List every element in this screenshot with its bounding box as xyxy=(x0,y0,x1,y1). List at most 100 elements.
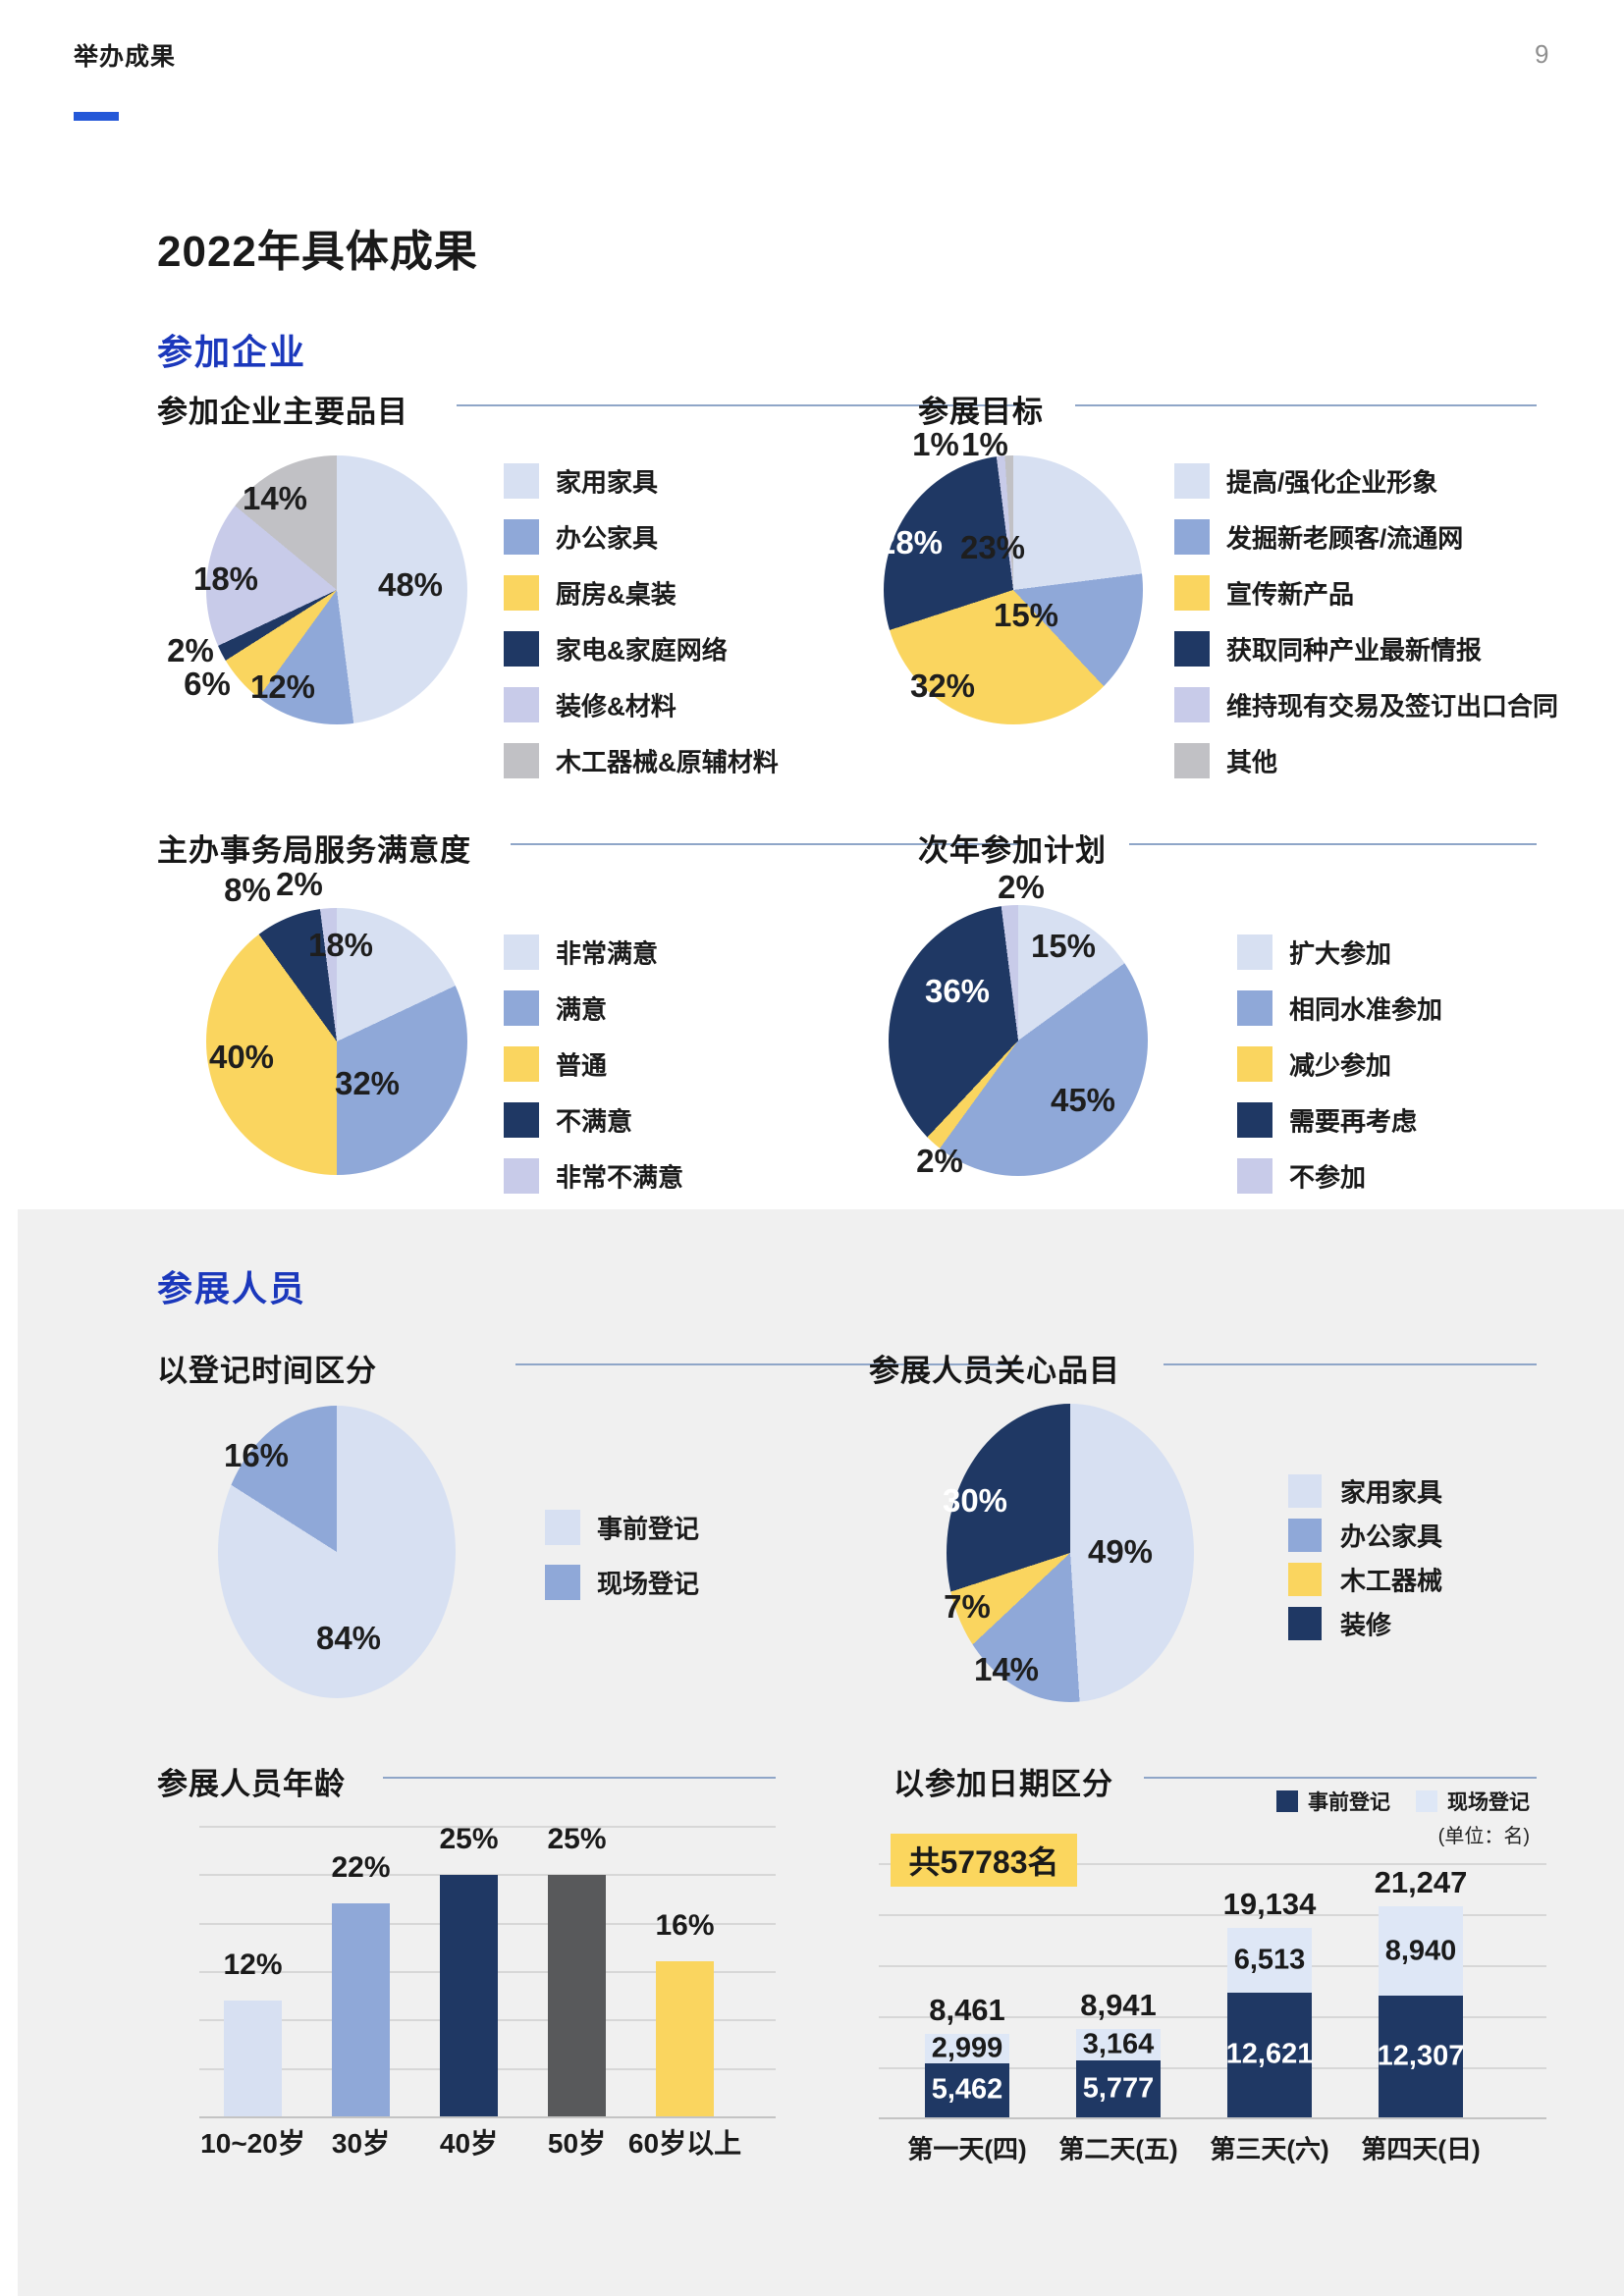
gridline xyxy=(879,2016,1546,2018)
title-rule xyxy=(1144,1777,1537,1779)
legend-label: 家电&家庭网络 xyxy=(556,635,728,666)
chart-title: 参加企业主要品目 xyxy=(157,395,408,429)
bar-category-label: 第二天(五) xyxy=(1058,2134,1178,2164)
bar-category-label: 第一天(四) xyxy=(907,2134,1027,2164)
bar-value-label: 16% xyxy=(655,1909,715,1943)
pie-exhibitor-main-items xyxy=(206,455,467,724)
legend-label: 木工器械 xyxy=(1340,1566,1443,1596)
pie-percent-label: 16% xyxy=(223,1437,290,1473)
legend-label: 相同水准参加 xyxy=(1289,994,1443,1025)
pie-percent-label: 48% xyxy=(377,566,444,603)
legend-label: 家用家具 xyxy=(556,467,659,498)
header-accent-dash xyxy=(74,112,119,121)
onsite-value-label: 2,999 xyxy=(931,2032,1003,2064)
bar-category-label: 50岁 xyxy=(547,2128,607,2159)
legend-label: 维持现有交易及签订出口合同 xyxy=(1226,691,1559,721)
advance-value-label: 5,777 xyxy=(1082,2072,1155,2105)
legend-label: 办公家具 xyxy=(1340,1522,1443,1552)
legend-label: 办公家具 xyxy=(556,523,659,554)
title-rule xyxy=(1129,843,1537,845)
legend-label: 事前登记 xyxy=(1308,1791,1390,1814)
pie-percent-label: 15% xyxy=(1030,928,1097,964)
legend-swatch xyxy=(1174,743,1210,778)
legend-label: 扩大参加 xyxy=(1289,938,1392,969)
legend-label: 获取同种产业最新情报 xyxy=(1226,635,1483,666)
segment-advance-registration xyxy=(925,2062,1009,2117)
legend-swatch xyxy=(545,1565,580,1600)
segment-advance-registration xyxy=(1076,2059,1161,2117)
bar-category-label: 第四天(日) xyxy=(1361,2134,1481,2164)
bar-value-label: 12% xyxy=(223,1948,283,1981)
bar-value-label: 22% xyxy=(331,1851,391,1885)
title-rule xyxy=(383,1777,776,1779)
pie-next-year-plan xyxy=(889,905,1148,1176)
bar-60岁以上 xyxy=(656,1961,714,2116)
legend-swatch xyxy=(1237,934,1272,970)
legend-swatch xyxy=(1288,1563,1322,1596)
gridline xyxy=(199,1826,776,1828)
legend-label: 木工器械&原辅材料 xyxy=(556,747,779,777)
legend-label: 需要再考虑 xyxy=(1289,1106,1418,1137)
pie-percent-label: 1% xyxy=(912,426,959,462)
legend-swatch-onsite xyxy=(1416,1790,1437,1812)
segment-onsite-registration xyxy=(925,2033,1009,2063)
legend-swatch xyxy=(1174,519,1210,555)
legend-swatch-advance xyxy=(1276,1790,1298,1812)
bar-40岁 xyxy=(440,1874,498,2116)
bar-category-label: 第三天(六) xyxy=(1210,2134,1329,2164)
total-visitors-label: 共57783名 xyxy=(908,1844,1059,1880)
chart-title: 次年参加计划 xyxy=(918,833,1107,868)
pie-percent-label: 2% xyxy=(276,866,323,902)
legend-swatch xyxy=(504,1158,539,1194)
chart-title: 参展人员年龄 xyxy=(157,1767,346,1801)
legend-swatch xyxy=(504,575,539,611)
legend-swatch xyxy=(504,743,539,778)
total-visitors-badge: 共57783名 xyxy=(891,1834,1077,1887)
legend-label: 现场登记 xyxy=(1447,1791,1530,1814)
pie-percent-label: 28% xyxy=(877,524,944,561)
legend-swatch xyxy=(504,934,539,970)
pie-percent-label: 1% xyxy=(961,426,1008,462)
legend-label: 现场登记 xyxy=(597,1569,700,1599)
gridline xyxy=(199,2115,776,2118)
bar-10~20岁 xyxy=(224,2000,282,2116)
legend-label: 装修 xyxy=(1340,1610,1392,1640)
legend-swatch xyxy=(504,631,539,667)
bar-value-label: 25% xyxy=(547,1822,607,1855)
legend-label: 普通 xyxy=(556,1050,608,1081)
bar-30岁 xyxy=(332,1903,390,2116)
pie-percent-label: 14% xyxy=(242,480,308,516)
segment-onsite-registration xyxy=(1379,1906,1463,1996)
legend-label: 宣传新产品 xyxy=(1226,579,1355,610)
gridline xyxy=(879,1914,1546,1916)
total-value-label: 19,134 xyxy=(1222,1886,1317,1921)
total-value-label: 8,461 xyxy=(929,1992,1005,2027)
pie-percent-label: 18% xyxy=(192,561,259,597)
pie-percent-label: 84% xyxy=(315,1620,382,1656)
unit-note: (单位：名) xyxy=(1437,1826,1530,1847)
pie-percent-label: 40% xyxy=(208,1039,275,1075)
section-title-visitors: 参展人员 xyxy=(157,1268,307,1308)
bar-category-label: 10~20岁 xyxy=(200,2128,305,2159)
legend-label: 发掘新老顾客/流通网 xyxy=(1226,523,1464,554)
legend-swatch xyxy=(504,687,539,722)
chart-title: 参展人员关心品目 xyxy=(869,1354,1120,1388)
total-value-label: 8,941 xyxy=(1080,1987,1157,2022)
legend-swatch xyxy=(1237,1102,1272,1138)
legend-label: 装修&材料 xyxy=(556,691,677,721)
segment-onsite-registration xyxy=(1227,1927,1312,1993)
legend-label: 非常不满意 xyxy=(556,1162,684,1193)
legend-swatch xyxy=(1237,990,1272,1026)
legend-swatch xyxy=(504,1046,539,1082)
pie-percent-label: 23% xyxy=(959,529,1026,565)
segment-advance-registration xyxy=(1379,1995,1463,2117)
chart-title: 以登记时间区分 xyxy=(157,1354,377,1388)
pie-registration-time xyxy=(218,1406,456,1698)
bar-category-label: 60岁以上 xyxy=(627,2128,742,2159)
legend-swatch xyxy=(504,463,539,499)
pie-percent-label: 36% xyxy=(924,973,991,1009)
legend-swatch xyxy=(1174,631,1210,667)
advance-value-label: 5,462 xyxy=(931,2073,1003,2106)
onsite-value-label: 6,513 xyxy=(1233,1944,1306,1976)
